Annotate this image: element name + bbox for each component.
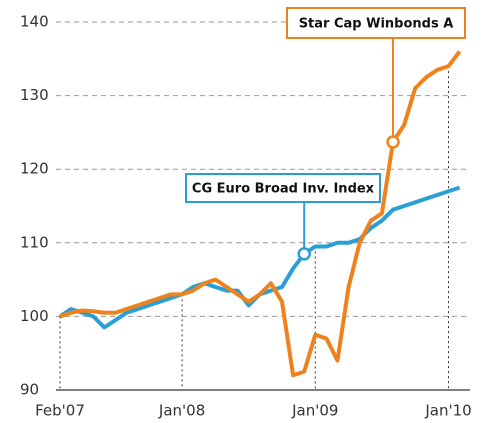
x-tick-label: Feb'07 xyxy=(35,402,85,420)
y-tick-label: 130 xyxy=(20,86,49,104)
y-tick-label: 90 xyxy=(20,381,39,399)
y-tick-label: 100 xyxy=(20,307,49,325)
series-line xyxy=(58,185,461,330)
highlight-marker xyxy=(297,247,311,261)
y-tick-label: 140 xyxy=(20,13,49,31)
x-tick-label: Jan'09 xyxy=(291,402,338,420)
highlight-marker xyxy=(386,135,400,149)
series-label: Star Cap Winbonds A xyxy=(299,17,454,32)
x-tick-label: Jan'10 xyxy=(424,402,471,420)
label-box xyxy=(286,7,466,39)
y-tick-label: 120 xyxy=(20,160,49,178)
x-tick-label: Jan'08 xyxy=(158,402,205,420)
y-tick-label: 110 xyxy=(20,233,49,251)
label-box xyxy=(185,173,381,203)
series-label: CG Euro Broad Inv. Index xyxy=(192,182,375,197)
series-line xyxy=(59,50,462,378)
